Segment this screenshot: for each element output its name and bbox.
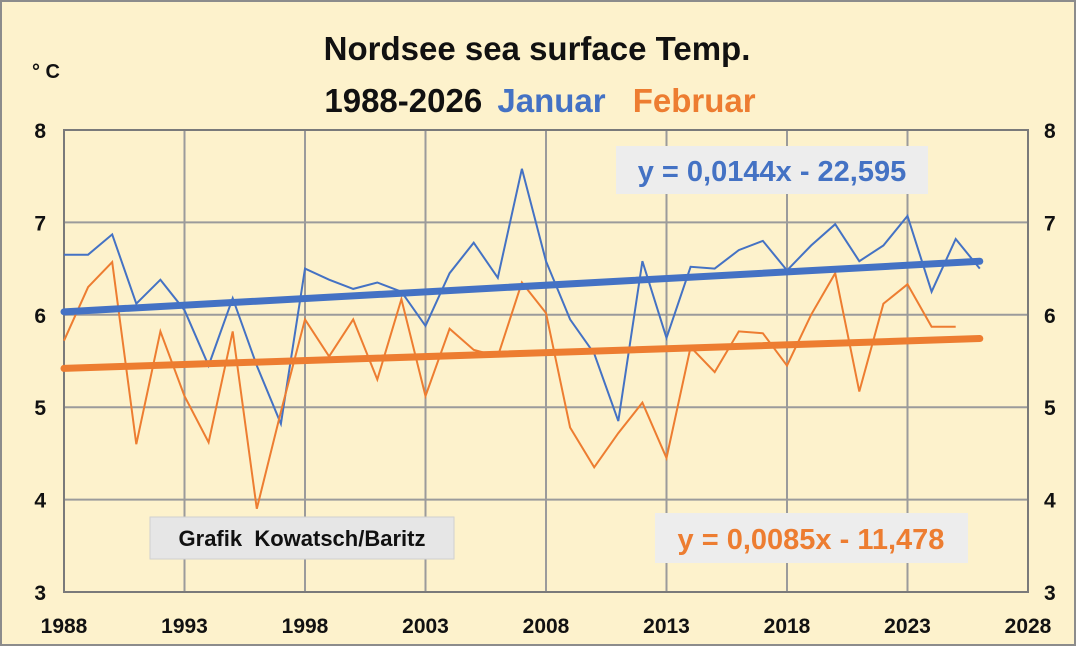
- januar-trend-equation: y = 0,0144x - 22,595: [638, 156, 906, 188]
- februar-trend-equation: y = 0,0085x - 11,478: [678, 524, 945, 556]
- y-tick-label-right-4: 4: [1044, 490, 1056, 513]
- x-tick-label-2023: 2023: [884, 615, 931, 638]
- axis-tick-labels: 1988 1993 1998 2003 2008 2013 2018 2023 2028 3 3 4 4…: [34, 120, 1056, 638]
- plot-area: [63, 129, 1029, 593]
- januar-equation-box: [616, 146, 928, 194]
- x-tick-label-1988: 1988: [41, 615, 88, 638]
- chart-title: Nordsee sea surface Temp.: [324, 30, 751, 67]
- x-tick-label-2013: 2013: [643, 615, 690, 638]
- x-tick-label-1993: 1993: [161, 615, 208, 638]
- x-tick-label-2008: 2008: [523, 615, 570, 638]
- trend-line-januar: [60, 257, 984, 316]
- x-tick-label-1998: 1998: [282, 615, 329, 638]
- series-line-februar: [63, 259, 956, 510]
- credit-label: Grafik Kowatsch/Baritz: [179, 526, 426, 551]
- data-series: [63, 168, 981, 510]
- chart-subtitle-line: 1988-2026 Januar Februar: [324, 82, 755, 119]
- y-tick-label-left-4: 4: [34, 490, 46, 513]
- y-tick-label-right-3: 3: [1044, 582, 1056, 605]
- februar-equation-box: [655, 513, 968, 563]
- x-tick-label-2003: 2003: [402, 615, 449, 638]
- y-tick-label-left-6: 6: [34, 305, 46, 328]
- chart-subtitle: 1988-2026: [324, 82, 482, 119]
- trend-line-februar: [60, 335, 984, 372]
- y-tick-label-right-8: 8: [1044, 120, 1056, 143]
- x-tick-label-2018: 2018: [764, 615, 811, 638]
- y-tick-label-right-5: 5: [1044, 397, 1056, 420]
- y-tick-label-right-7: 7: [1044, 212, 1056, 235]
- y-tick-label-left-3: 3: [34, 582, 46, 605]
- y-tick-label-right-6: 6: [1044, 305, 1056, 328]
- trend-lines: [60, 257, 984, 372]
- legend-januar: Januar: [497, 82, 605, 119]
- y-axis-unit: ° C: [32, 61, 60, 83]
- series-line-januar: [64, 168, 981, 428]
- x-tick-label-2028: 2028: [1005, 615, 1052, 638]
- legend-februar: Februar: [633, 82, 756, 119]
- y-tick-label-left-5: 5: [34, 397, 46, 420]
- credit-box: [149, 516, 455, 560]
- y-tick-label-left-8: 8: [34, 120, 46, 143]
- y-tick-label-left-7: 7: [34, 212, 46, 235]
